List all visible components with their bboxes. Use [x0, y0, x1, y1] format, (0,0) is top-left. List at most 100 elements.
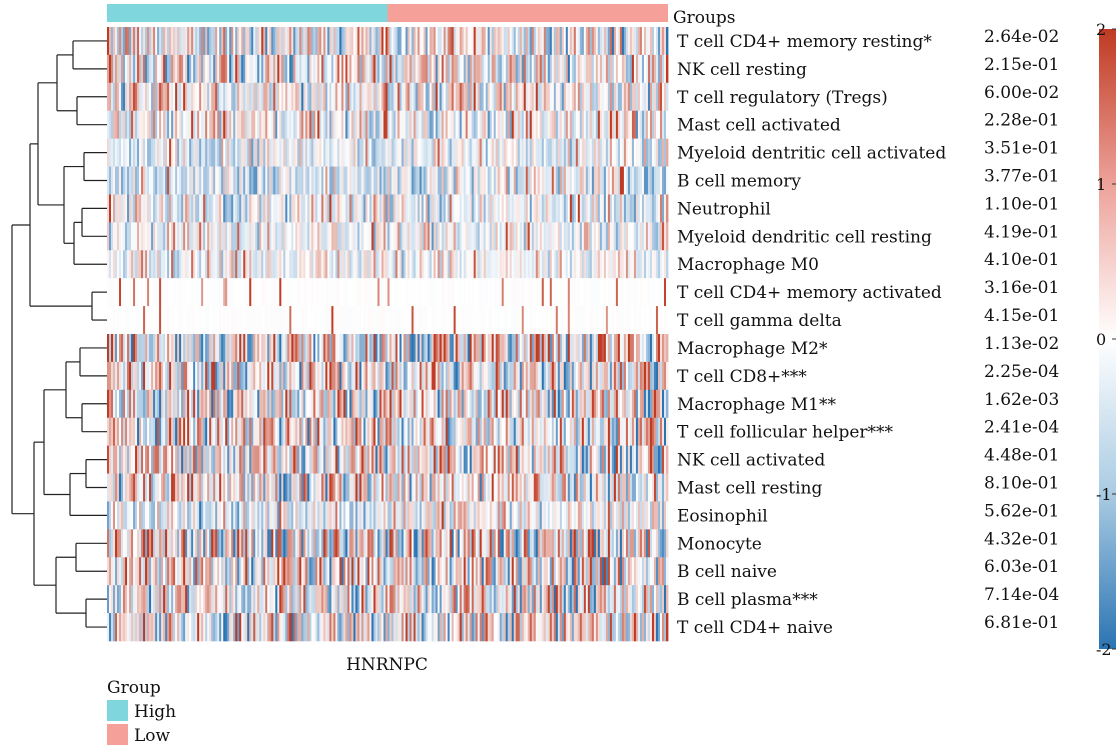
heatmap-cell — [533, 222, 537, 251]
heatmap-cell — [309, 501, 312, 530]
heatmap-cell — [137, 501, 140, 530]
heatmap-cell — [593, 306, 597, 335]
heatmap-cell — [347, 194, 350, 223]
heatmap-cell — [345, 166, 348, 195]
heatmap-cell — [135, 417, 138, 446]
heatmap-cell — [427, 222, 430, 251]
heatmap-cell — [111, 278, 114, 307]
heatmap-cell — [503, 389, 507, 419]
heatmap-cell — [191, 27, 194, 56]
heatmap-cell — [411, 194, 414, 223]
heatmap-cell — [497, 445, 501, 474]
heatmap-cell — [209, 82, 212, 112]
heatmap-cell — [375, 138, 378, 167]
heatmap-cell — [411, 389, 414, 419]
heatmap-cell — [451, 166, 455, 195]
heatmap-cell — [385, 361, 388, 391]
heatmap-cell — [539, 334, 543, 363]
heatmap-cell — [305, 417, 308, 446]
heatmap-cell — [443, 194, 446, 223]
heatmap-cell — [171, 501, 174, 530]
heatmap-cell — [337, 445, 340, 474]
heatmap-cell — [463, 361, 467, 391]
heatmap-cell — [355, 166, 358, 195]
heatmap-cell — [155, 27, 158, 56]
heatmap-cell — [381, 389, 384, 419]
heatmap-cell — [305, 473, 308, 502]
heatmap-cell — [543, 110, 547, 139]
heatmap-cell — [581, 278, 585, 307]
heatmap-cell — [391, 250, 394, 279]
heatmap-cell — [299, 27, 302, 56]
heatmap-cell — [499, 278, 503, 307]
heatmap-cell — [451, 361, 455, 391]
heatmap-cell — [247, 166, 250, 195]
heatmap-cell — [321, 27, 324, 56]
heatmap-cell — [459, 278, 463, 307]
heatmap-cell — [377, 250, 380, 279]
heatmap-cell — [381, 222, 384, 251]
heatmap-cell — [157, 194, 160, 223]
heatmap-cell — [637, 473, 641, 502]
heatmap-cell — [271, 501, 274, 530]
heatmap-cell — [547, 278, 551, 307]
heatmap-cell — [113, 194, 116, 223]
heatmap-cell — [231, 166, 234, 195]
heatmap-cell — [177, 278, 180, 307]
heatmap-cell — [539, 54, 543, 84]
heatmap-cell — [547, 27, 551, 56]
heatmap-cell — [387, 110, 390, 139]
heatmap-cell — [351, 194, 354, 223]
heatmap-cell — [213, 194, 216, 223]
heatmap-cell — [183, 389, 186, 419]
heatmap-cell — [431, 278, 434, 307]
heatmap-cell — [213, 473, 216, 502]
heatmap-cell — [575, 166, 579, 195]
heatmap-cell — [367, 166, 370, 195]
heatmap-cell — [317, 250, 320, 279]
heatmap-cell — [201, 417, 204, 446]
heatmap-cell — [269, 27, 272, 56]
heatmap-cell — [657, 138, 661, 167]
heatmap-cell — [535, 445, 539, 474]
heatmap-cell — [319, 306, 322, 335]
heatmap-cell — [371, 82, 374, 112]
heatmap-cell — [289, 138, 292, 167]
heatmap-cell — [277, 138, 280, 167]
heatmap-cell — [307, 417, 310, 446]
heatmap-cell — [221, 278, 224, 307]
heatmap-cell — [463, 27, 467, 56]
heatmap-cell — [191, 54, 194, 84]
heatmap-cell — [333, 54, 336, 84]
heatmap-cell — [295, 334, 298, 363]
heatmap-cell — [365, 501, 368, 530]
heatmap-cell — [593, 417, 597, 446]
heatmap-cell — [171, 306, 174, 335]
heatmap-cell — [323, 361, 326, 391]
heatmap-cell — [277, 278, 280, 307]
heatmap-cell — [549, 82, 553, 112]
heatmap-cell — [469, 250, 473, 279]
heatmap-cell — [357, 54, 360, 84]
heatmap-cell — [117, 306, 120, 335]
heatmap-cell — [581, 166, 585, 195]
heatmap-cell — [369, 501, 372, 530]
heatmap-cell — [457, 222, 461, 251]
heatmap-cell — [449, 194, 453, 223]
heatmap-cell — [115, 445, 118, 474]
heatmap-cell — [125, 361, 128, 391]
heatmap-cell — [567, 82, 571, 112]
heatmap-cell — [637, 334, 641, 363]
heatmap-cell — [395, 27, 398, 56]
heatmap-cell — [183, 166, 186, 195]
heatmap-cell — [617, 306, 621, 335]
heatmap-cell — [403, 361, 406, 391]
heatmap-cell — [167, 473, 170, 502]
heatmap-cell — [193, 501, 196, 530]
heatmap-cell — [331, 27, 334, 56]
heatmap-cell — [225, 473, 228, 502]
heatmap-cell — [375, 82, 378, 112]
heatmap-cell — [197, 194, 200, 223]
heatmap-cell — [375, 278, 378, 307]
heatmap-cell — [135, 27, 138, 56]
